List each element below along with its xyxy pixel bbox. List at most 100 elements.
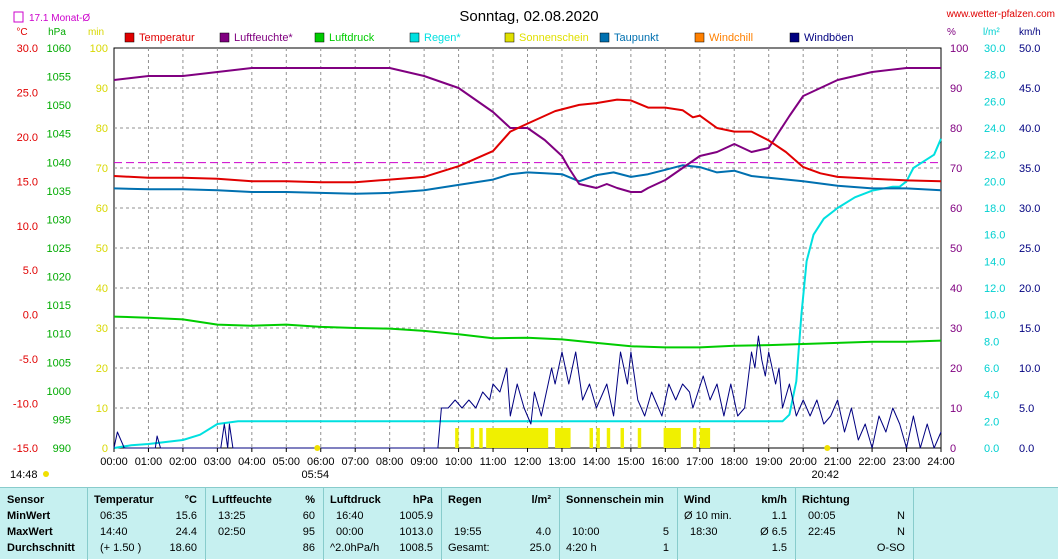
stats-dir-min-value: N bbox=[897, 510, 905, 522]
pressure-tick-label: 1060 bbox=[47, 43, 71, 55]
x-tick-label: 03:00 bbox=[204, 456, 232, 468]
rain-tick-label: 28.0 bbox=[984, 70, 1005, 82]
legend-swatch bbox=[599, 32, 610, 43]
wind-tick-label: 40.0 bbox=[1019, 123, 1040, 135]
x-tick-label: 01:00 bbox=[135, 456, 163, 468]
wind-tick-label: 15.0 bbox=[1019, 323, 1040, 335]
sunshine-bar bbox=[470, 428, 475, 448]
pressure-tick-label: 990 bbox=[53, 443, 71, 455]
legend-swatch bbox=[789, 32, 800, 43]
series-line-windben bbox=[113, 335, 942, 449]
rain-tick-label: 8.0 bbox=[984, 336, 999, 348]
stats-press-trend: ^2.0hPa/h bbox=[330, 542, 380, 554]
stats-col-sun: Sonnenschein min 10:00 5 4:20 h 1 bbox=[560, 488, 678, 560]
x-tick-label: 10:00 bbox=[445, 456, 473, 468]
sunshine-bar bbox=[589, 428, 593, 448]
now-label: 14:48 bbox=[10, 469, 38, 481]
wind-tick-label: 35.0 bbox=[1019, 163, 1040, 175]
humidity-tick-label: 40 bbox=[950, 283, 962, 295]
stats-unit-press: hPa bbox=[412, 494, 433, 506]
rain-tick-label: 22.0 bbox=[984, 150, 1005, 162]
stats-press-min-value: 1005.9 bbox=[399, 510, 433, 522]
stats-dir-avg-value: O-SO bbox=[876, 542, 905, 554]
sunshine-tick-label: 60 bbox=[96, 203, 108, 215]
stats-press-avg-value: 1008.5 bbox=[399, 542, 433, 554]
x-tick-label: 20:00 bbox=[789, 456, 817, 468]
chart-legend: Temperatur Luftfeuchte* Luftdruck Regen* Son… bbox=[124, 32, 854, 44]
sunset-label: 20:42 bbox=[812, 469, 840, 481]
sunshine-bar bbox=[555, 428, 571, 448]
site-link[interactable]: www.wetter-pfalzen.com bbox=[946, 9, 1055, 20]
legend-label: Windböen bbox=[804, 32, 854, 44]
legend-swatch bbox=[219, 32, 230, 43]
stats-temp-min-value: 15.6 bbox=[175, 510, 197, 522]
x-tick-label: 22:00 bbox=[858, 456, 886, 468]
humidity-tick-label: 0 bbox=[950, 443, 956, 455]
series-line-luftdruck bbox=[113, 315, 942, 349]
legend-swatch bbox=[694, 32, 705, 43]
month-avg-label: 17.1 Monat-Ø bbox=[29, 13, 90, 24]
sunshine-bar bbox=[606, 428, 611, 448]
stats-wind-min-label: Ø 10 min. bbox=[684, 510, 732, 522]
stats-hum-min-value: 60 bbox=[302, 510, 315, 522]
x-tick-label: 15:00 bbox=[617, 456, 645, 468]
legend-label: Luftfeuchte* bbox=[234, 32, 293, 44]
rain-tick-label: 0.0 bbox=[984, 443, 999, 455]
x-tick-label: 16:00 bbox=[652, 456, 680, 468]
stats-sun-max-value: 5 bbox=[662, 526, 669, 538]
rain-tick-label: 10.0 bbox=[984, 310, 1005, 322]
temp-tick-label: -5.0 bbox=[19, 354, 38, 366]
rain-tick-label: 6.0 bbox=[984, 363, 999, 375]
wind-tick-label: 0.0 bbox=[1019, 443, 1034, 455]
legend-swatch bbox=[124, 32, 135, 43]
sunshine-tick-label: 0 bbox=[102, 443, 108, 455]
temp-tick-label: 0.0 bbox=[23, 310, 38, 322]
stats-header-sun: Sonnenschein min bbox=[566, 494, 664, 506]
legend-label: Sonnenschein bbox=[519, 32, 589, 44]
wind-tick-label: 50.0 bbox=[1019, 43, 1040, 55]
legend-label: Regen* bbox=[424, 32, 461, 44]
x-tick-label: 07:00 bbox=[341, 456, 369, 468]
stats-hum-max-time: 02:50 bbox=[218, 526, 246, 538]
stats-wind-max-time: 18:30 bbox=[690, 526, 718, 538]
stats-unit-wind: km/h bbox=[761, 494, 787, 506]
sunrise-marker bbox=[314, 445, 321, 451]
stats-temp-avg-value: 18.60 bbox=[169, 542, 197, 554]
stats-rain-max-time: 19:55 bbox=[454, 526, 482, 538]
pressure-tick-label: 1035 bbox=[47, 186, 71, 198]
stats-rain-max-value: 4.0 bbox=[535, 526, 551, 538]
stats-rain-total-value: 25.0 bbox=[529, 542, 551, 554]
legend-label: Taupunkt bbox=[614, 32, 659, 44]
stats-row-label-max: MaxWert bbox=[7, 526, 53, 538]
legend-label: Luftdruck bbox=[329, 32, 375, 44]
pressure-tick-label: 1025 bbox=[47, 243, 71, 255]
pressure-tick-label: 1010 bbox=[47, 329, 71, 341]
chart-title: Sonntag, 02.08.2020 bbox=[459, 8, 598, 25]
wind-unit-label: km/h bbox=[1019, 27, 1041, 38]
wind-tick-label: 30.0 bbox=[1019, 203, 1040, 215]
stats-col-hum: Luftfeuchte % 13:25 60 02:50 95 86 bbox=[206, 488, 324, 560]
sunshine-bar bbox=[663, 428, 681, 448]
rain-tick-label: 4.0 bbox=[984, 390, 999, 402]
x-tick-label: 02:00 bbox=[169, 456, 197, 468]
rain-tick-label: 30.0 bbox=[984, 43, 1005, 55]
temp-tick-label: -10.0 bbox=[13, 399, 38, 411]
x-tick-label: 13:00 bbox=[548, 456, 576, 468]
pressure-tick-label: 1005 bbox=[47, 357, 71, 369]
pressure-unit-label: hPa bbox=[48, 27, 66, 38]
stats-header-dir: Richtung bbox=[802, 494, 850, 506]
sunshine-bar bbox=[479, 428, 483, 448]
legend-label: Temperatur bbox=[139, 32, 195, 44]
stats-unit-rain: l/m² bbox=[531, 494, 551, 506]
stats-wind-min-value: 1.1 bbox=[771, 510, 787, 522]
temp-tick-label: 20.0 bbox=[17, 132, 38, 144]
stats-header-temp: Temperatur bbox=[94, 494, 154, 506]
sunshine-unit-label: min bbox=[88, 27, 104, 38]
humidity-tick-label: 70 bbox=[950, 163, 962, 175]
stats-wind-avg-value: 1.5 bbox=[771, 542, 787, 554]
pressure-tick-label: 1000 bbox=[47, 386, 71, 398]
temp-tick-label: -15.0 bbox=[13, 443, 38, 455]
x-tick-label: 17:00 bbox=[686, 456, 714, 468]
wind-tick-label: 5.0 bbox=[1019, 403, 1034, 415]
sunshine-bar bbox=[692, 428, 697, 448]
